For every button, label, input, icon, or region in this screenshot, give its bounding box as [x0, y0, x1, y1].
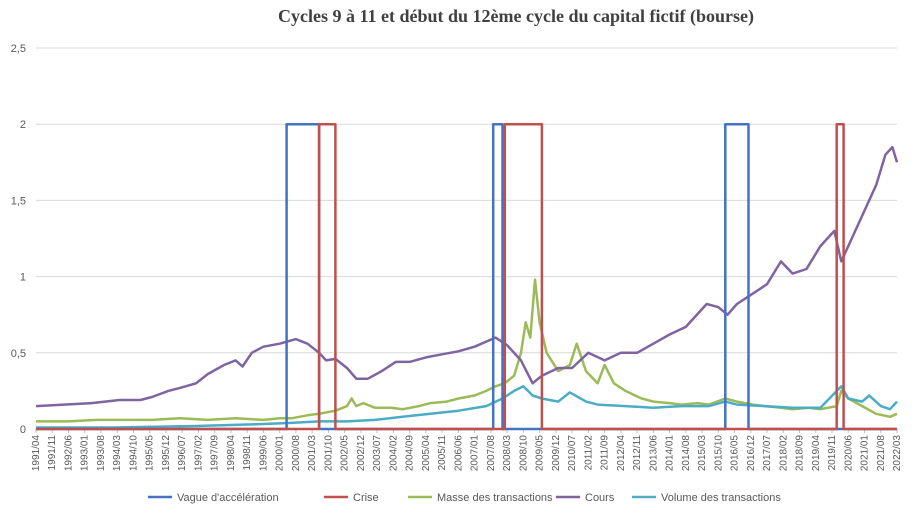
y-axis-ticks: 0 0,5 1 1,5 2 2,5 [11, 43, 26, 436]
x-tick-label: 2016/05 [730, 435, 741, 472]
x-tick-label: 2011/09 [600, 435, 611, 471]
x-tick-label: 2000/01 [275, 435, 286, 472]
x-tick-label: 1991/11 [47, 435, 58, 471]
x-tick-label: 2019/11 [827, 435, 838, 471]
x-tick-label: 2006/06 [453, 435, 464, 472]
x-tick-label: 2011/02 [583, 435, 594, 471]
x-tick-label: 2005/04 [421, 435, 432, 472]
x-tick-label: 2012/11 [632, 435, 643, 471]
x-tick-label: 1993/08 [96, 435, 107, 472]
x-tick-label: 2008/10 [518, 435, 529, 472]
series-line-1 [36, 122, 897, 431]
y-tick-label: 2 [20, 119, 26, 131]
y-tick-label: 1,5 [11, 195, 26, 207]
x-tick-label: 2012/04 [616, 435, 627, 472]
x-tick-label: 2016/12 [746, 435, 757, 472]
x-tick-label: 2014/08 [681, 435, 692, 472]
series-line-3 [35, 145, 899, 408]
x-tick-label: 1998/04 [226, 435, 237, 472]
x-tick-label: 2007/01 [470, 435, 481, 472]
legend-label: Masse des transactions [437, 492, 553, 504]
y-tick-label: 2,5 [11, 43, 26, 55]
legend-label: Vague d'accélération [177, 492, 279, 504]
x-tick-label: 2009/12 [551, 435, 562, 472]
x-tick-label: 1995/05 [145, 435, 156, 472]
y-tick-label: 0 [20, 424, 26, 436]
x-tick-label: 2019/04 [811, 435, 822, 472]
x-tick-label: 2001/03 [307, 435, 318, 472]
x-tick-label: 1993/01 [80, 435, 91, 472]
x-tick-label: 2017/07 [762, 435, 773, 472]
y-tick-label: 1 [20, 272, 26, 284]
x-tick-label: 2009/05 [535, 435, 546, 472]
x-tick-label: 1991/04 [31, 435, 42, 472]
x-tick-label: 2014/01 [665, 435, 676, 472]
x-tick-label: 2022/03 [892, 435, 903, 472]
series-line-0 [36, 122, 897, 431]
x-tick-label: 1997/09 [210, 435, 221, 472]
x-tick-label: 2004/09 [405, 435, 416, 472]
x-tick-label: 2015/10 [713, 435, 724, 472]
legend-label: Cours [585, 492, 615, 504]
x-tick-label: 2003/07 [372, 435, 383, 472]
legend: Vague d'accélération Crise Masse des trans… [148, 492, 781, 504]
x-axis-ticks: 1991/04 1991/11 1992/06 1993/01 1993/08 1994/… [31, 429, 903, 471]
series-line-2 [36, 278, 898, 423]
x-tick-label: 1994/03 [112, 435, 123, 472]
x-tick-label: 2007/08 [486, 435, 497, 472]
x-tick-label: 1994/10 [128, 435, 139, 472]
chart-title: Cycles 9 à 11 et début du 12ème cycle du… [278, 6, 754, 26]
y-tick-label: 0,5 [11, 348, 26, 360]
x-tick-label: 2021/01 [860, 435, 871, 472]
legend-label: Crise [353, 492, 379, 504]
x-tick-label: 2015/03 [697, 435, 708, 472]
x-tick-label: 2018/09 [795, 435, 806, 472]
legend-label: Volume des transactions [661, 492, 781, 504]
x-tick-label: 1992/06 [63, 435, 74, 472]
x-tick-label: 2008/03 [502, 435, 513, 472]
x-tick-label: 2010/07 [567, 435, 578, 472]
x-tick-label: 2021/08 [876, 435, 887, 472]
x-tick-label: 2013/06 [648, 435, 659, 472]
x-tick-label: 2002/12 [356, 435, 367, 472]
x-tick-label: 2001/10 [323, 435, 334, 472]
series-line-4 [36, 385, 898, 429]
x-tick-label: 2020/06 [843, 435, 854, 472]
x-tick-label: 1995/12 [161, 435, 172, 472]
x-tick-label: 2018/02 [778, 435, 789, 472]
x-tick-label: 2000/08 [291, 435, 302, 472]
x-tick-label: 2005/11 [437, 435, 448, 471]
x-tick-label: 2004/02 [388, 435, 399, 472]
x-tick-label: 1998/11 [242, 435, 253, 471]
x-tick-label: 1999/06 [258, 435, 269, 472]
series-lines [35, 122, 899, 431]
x-tick-label: 1996/07 [177, 435, 188, 472]
x-tick-label: 2002/05 [340, 435, 351, 472]
gridlines [36, 47, 897, 430]
x-tick-label: 1997/02 [193, 435, 204, 472]
